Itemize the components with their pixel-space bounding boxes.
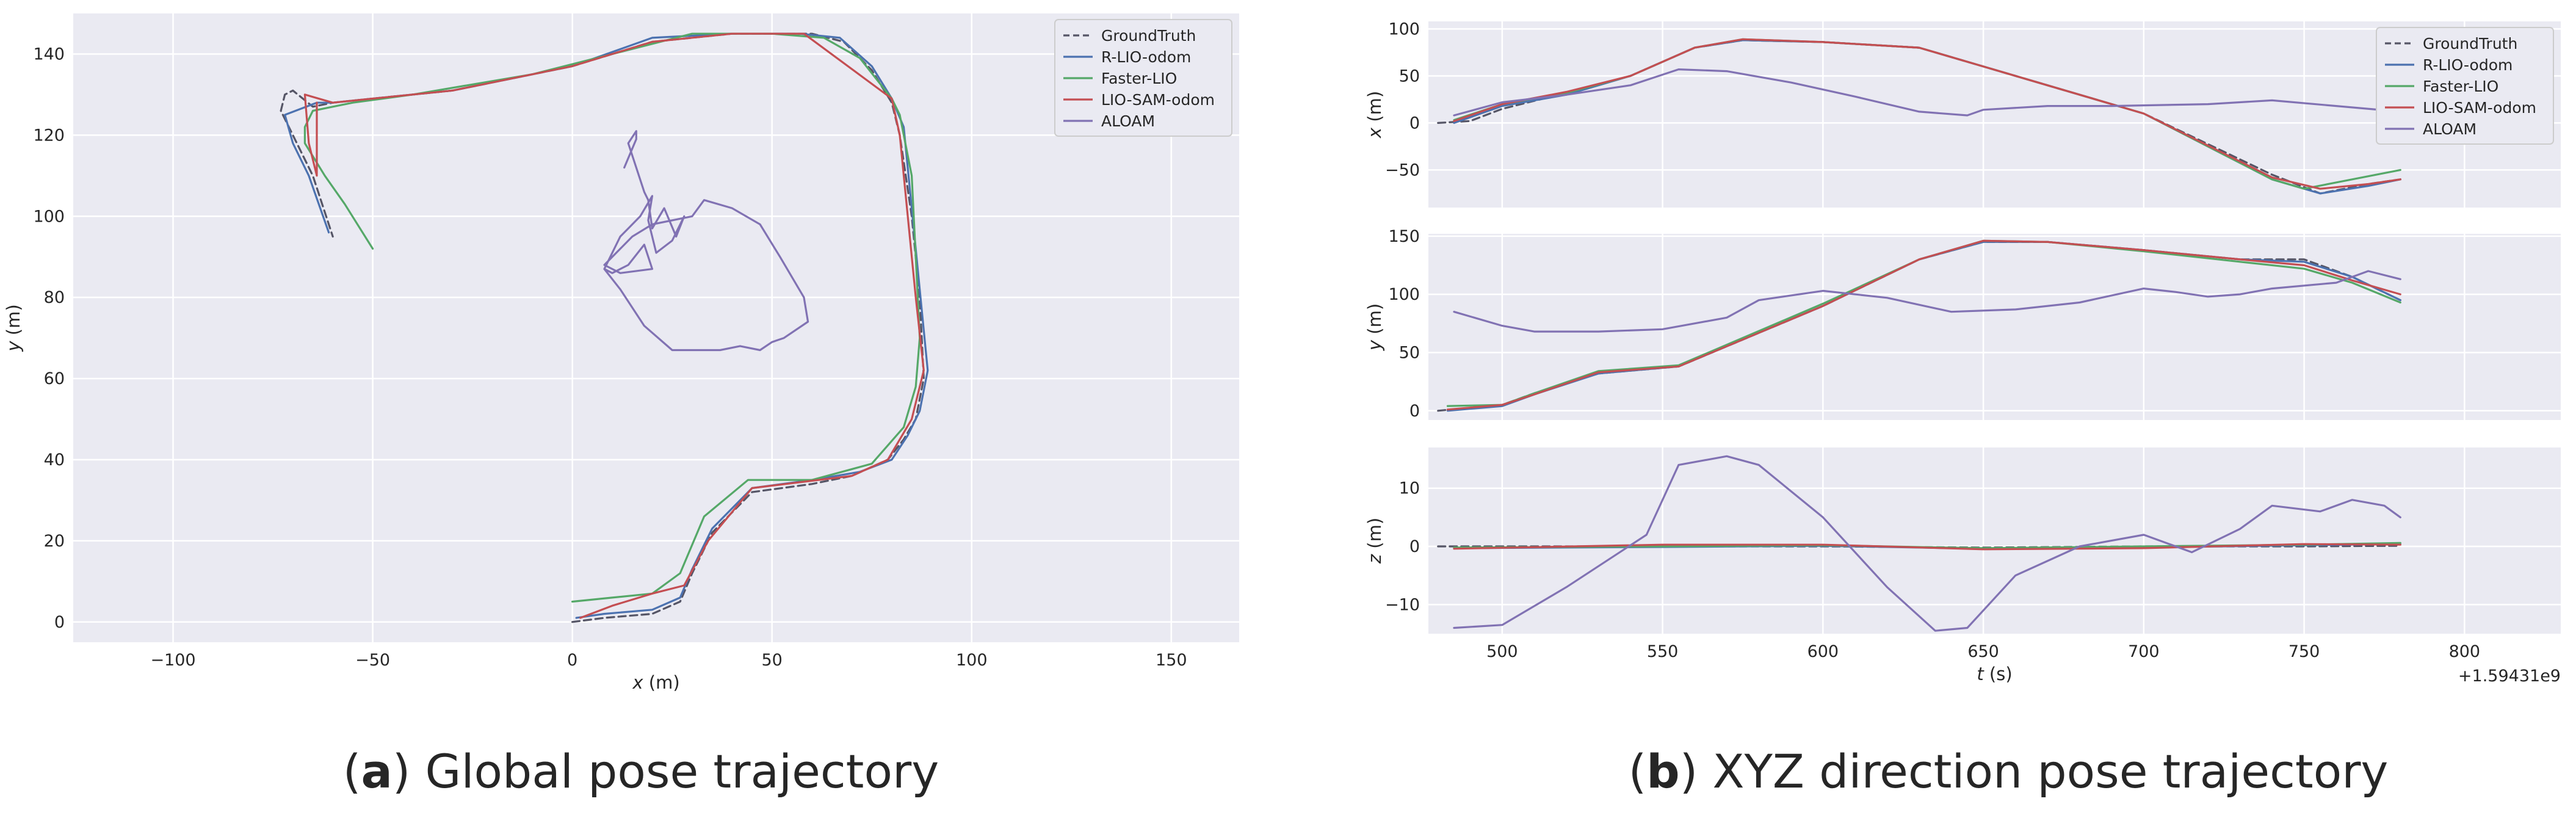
x-legend-box — [2376, 27, 2554, 145]
caption-a-text: Global pose trajectory — [410, 744, 939, 799]
z-series-group — [1437, 455, 2401, 632]
z-y-axis-label: z (m) — [1364, 518, 1385, 564]
global-y-tick-label: 80 — [44, 288, 65, 307]
global-trajectory-chart: −100 −50 0 50 100 150 0 20 40 60 80 100 120 140 x (m) y… — [3, 13, 1239, 693]
global-x-tick-label: 150 — [1156, 651, 1187, 670]
z-offset-label: +1.59431e9 — [2458, 667, 2561, 686]
legend-label-r-lio-odom: R-LIO-odom — [2423, 56, 2513, 74]
y-plot-area — [1428, 234, 2561, 420]
z-plot-area — [1428, 447, 2561, 634]
x-y-tick-label: 50 — [1399, 67, 1420, 85]
y-y-tick-label: 100 — [1388, 285, 1420, 304]
legend-label-aloam: ALOAM — [2423, 120, 2477, 138]
global-x-tick-label: 100 — [956, 651, 988, 670]
global-x-tick-label: 0 — [567, 651, 577, 670]
global-x-axis-label: x (m) — [632, 672, 679, 693]
z-x-axis-label: t (s) — [1977, 664, 2012, 684]
legend-label-r-lio-odom: R-LIO-odom — [1101, 48, 1191, 66]
x-y-tick-label: 0 — [1409, 114, 1420, 132]
global-series-aloam — [603, 130, 809, 352]
x-legend: GroundTruth R-LIO-odom Faster-LIO LIO-SAM-o… — [2376, 27, 2554, 145]
z-x-tick-label: 800 — [2449, 642, 2481, 661]
z-series-aloam — [1453, 455, 2401, 632]
z-y-tick-label: 0 — [1409, 537, 1420, 556]
legend-label-faster-lio: Faster-LIO — [1101, 70, 1177, 87]
y-series-lio-sam-odom — [1446, 239, 2401, 411]
global-legend-box — [1054, 19, 1232, 137]
global-series-group — [280, 32, 929, 623]
legend-label-faster-lio: Faster-LIO — [2423, 78, 2498, 95]
y-series-aloam — [1453, 270, 2401, 333]
global-y-tick-label: 140 — [33, 45, 65, 63]
x-plot-area — [1428, 21, 2561, 208]
legend-label-aloam: ALOAM — [1101, 112, 1155, 130]
z-y-tick-label: 10 — [1399, 479, 1420, 498]
global-y-tick-label: 100 — [33, 207, 65, 226]
z-series-lio-sam-odom — [1453, 543, 2401, 551]
global-x-tick-label: −50 — [355, 651, 390, 670]
x-direction-chart: −50 0 50 100 x (m) GroundTruth R-LIO-odom Faste… — [1364, 20, 2561, 208]
z-x-tick-label: 650 — [1967, 642, 1999, 661]
y-series-group — [1437, 239, 2401, 412]
x-y-axis-label: x (m) — [1364, 91, 1385, 139]
global-legend: GroundTruth R-LIO-odom Faster-LIO LIO-SAM-o… — [1054, 19, 1232, 137]
legend-label-lio-sam-odom: LIO-SAM-odom — [1101, 91, 1215, 109]
z-x-tick-label: 600 — [1807, 642, 1839, 661]
x-series-lio-sam-odom — [1453, 38, 2401, 190]
legend-label-groundtruth: GroundTruth — [2423, 35, 2517, 53]
global-y-tick-label: 40 — [44, 451, 65, 469]
global-series-faster-lio — [303, 32, 921, 603]
x-series-group — [1437, 38, 2401, 195]
global-y-tick-label: 20 — [44, 532, 65, 551]
z-direction-chart: 500 550 600 650 700 750 800 −10 0 10 t (s) z (m) +1.… — [1364, 447, 2561, 686]
x-series-aloam — [1453, 68, 2401, 117]
y-y-tick-label: 150 — [1388, 227, 1420, 246]
caption-b: (b) XYZ direction pose trajectory — [1629, 744, 2389, 799]
global-y-tick-label: 120 — [33, 126, 65, 145]
global-y-tick-label: 60 — [44, 369, 65, 388]
legend-label-lio-sam-odom: LIO-SAM-odom — [2423, 99, 2536, 117]
global-y-axis-label: y (m) — [3, 304, 24, 352]
x-y-tick-label: −50 — [1385, 161, 1420, 179]
x-y-tick-label: 100 — [1388, 20, 1420, 38]
y-y-tick-label: 50 — [1399, 343, 1420, 362]
z-x-tick-label: 550 — [1647, 642, 1679, 661]
global-x-tick-label: −100 — [150, 651, 195, 670]
caption-a-letter: a — [361, 744, 392, 799]
y-direction-chart: 0 50 100 150 y (m) — [1364, 227, 2561, 421]
caption-b-letter: b — [1646, 744, 1679, 799]
y-y-axis-label: y (m) — [1364, 303, 1385, 351]
legend-label-groundtruth: GroundTruth — [1101, 27, 1196, 45]
z-x-tick-label: 500 — [1486, 642, 1518, 661]
caption-a: (a) Global pose trajectory — [343, 744, 939, 799]
global-x-tick-label: 50 — [762, 651, 783, 670]
z-y-tick-label: −10 — [1385, 595, 1420, 614]
z-x-tick-label: 750 — [2288, 642, 2320, 661]
global-series-lio-sam-odom — [303, 32, 925, 619]
global-y-tick-label: 0 — [54, 613, 65, 632]
caption-b-text: XYZ direction pose trajectory — [1698, 744, 2388, 799]
z-x-tick-label: 700 — [2128, 642, 2160, 661]
y-y-tick-label: 0 — [1409, 402, 1420, 421]
global-plot-area — [73, 13, 1239, 642]
